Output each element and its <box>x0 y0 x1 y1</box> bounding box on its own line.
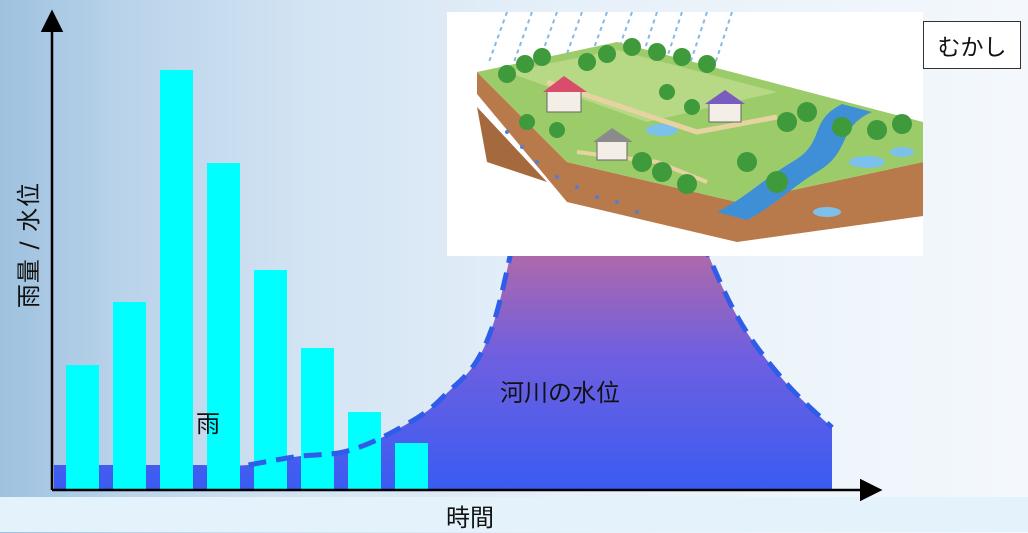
era-label: むかし <box>937 35 1007 61</box>
x-axis-label: 時間 <box>446 504 494 532</box>
rain-bar <box>301 348 334 490</box>
rain-bar <box>66 365 99 490</box>
river-level-label: 河川の水位 <box>500 379 620 407</box>
rain-bars <box>66 70 428 490</box>
rain-bar <box>113 302 146 490</box>
rain-bar <box>160 70 193 490</box>
rain-bar <box>395 443 428 490</box>
tree-icon <box>498 38 912 194</box>
rain-bar <box>254 270 287 490</box>
house-icon <box>543 76 587 113</box>
bottom-band <box>0 497 1028 532</box>
house-icon <box>705 90 745 123</box>
y-axis-label: 雨量 / 水位 <box>15 181 43 309</box>
rain-bar <box>207 163 240 490</box>
landscape-illustration <box>447 11 923 256</box>
rain-label: 雨 <box>196 410 220 438</box>
house-icon <box>593 128 633 161</box>
rain-bar <box>348 412 381 490</box>
era-label-box: むかし <box>923 21 1021 69</box>
